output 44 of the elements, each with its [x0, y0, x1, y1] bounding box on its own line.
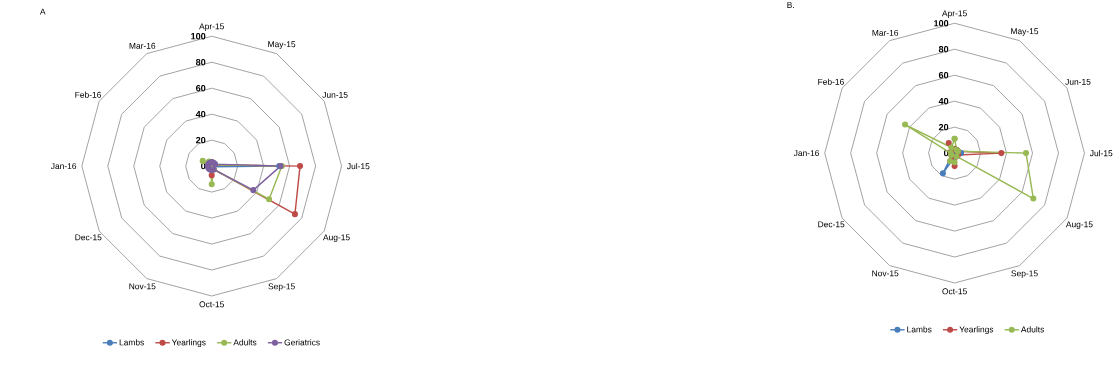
spoke-label: Sep-15	[268, 283, 295, 291]
spoke-label: Nov-15	[129, 283, 156, 290]
spoke-label: May-15	[1011, 28, 1039, 36]
spoke-label: Nov-15	[872, 270, 899, 277]
spoke-label: Jul-15	[1089, 149, 1113, 157]
legend-label: Lambs	[119, 339, 144, 346]
spoke-label: Oct-15	[942, 288, 967, 295]
spoke-label: Jan-16	[793, 150, 820, 157]
y-tick-label: 20	[195, 136, 206, 144]
spoke-label: Feb-16	[75, 91, 101, 98]
spoke-label: Apr-15	[199, 23, 224, 31]
spoke-label: Aug-15	[323, 234, 350, 242]
spoke-label: Dec-15	[75, 234, 102, 241]
legend-label: Geriatrics	[284, 339, 320, 346]
y-tick-label: 80	[195, 58, 206, 66]
spoke-label: Mar-16	[872, 29, 899, 36]
spoke-label: Jun-15	[1065, 78, 1091, 85]
y-tick-label: 100	[191, 32, 206, 40]
y-tick-label: 60	[195, 84, 206, 92]
y-tick-label: 60	[938, 71, 949, 79]
chart-title: B.	[787, 2, 794, 8]
spoke-label: Oct-15	[199, 301, 224, 308]
spoke-label: May-15	[268, 41, 296, 49]
spoke-label: Mar-16	[129, 42, 156, 49]
spoke-label: Dec-15	[818, 221, 845, 228]
y-tick-label: 20	[938, 123, 949, 131]
legend-label: Lambs	[907, 326, 932, 333]
y-tick-label: 0	[201, 162, 206, 170]
spoke-label: Sep-15	[1011, 270, 1038, 278]
y-tick-label: 80	[938, 45, 949, 53]
spoke-label: Jan-16	[50, 163, 77, 170]
legend-label: Yearlings	[171, 339, 206, 348]
legend-label: Adults	[233, 339, 257, 346]
spoke-label: Jun-15	[322, 91, 348, 98]
y-tick-label: 40	[195, 110, 206, 118]
legend-label: Yearlings	[959, 326, 994, 335]
spoke-label: Jul-15	[347, 162, 370, 170]
spoke-label: Feb-16	[818, 78, 844, 85]
chart-title: A	[39, 8, 46, 15]
spoke-label: Aug-15	[1065, 221, 1093, 229]
legend-label: Adults	[1020, 326, 1044, 333]
y-tick-label: 40	[938, 97, 949, 105]
spoke-label: Apr-15	[942, 10, 967, 18]
y-tick-label: 100	[934, 19, 949, 27]
